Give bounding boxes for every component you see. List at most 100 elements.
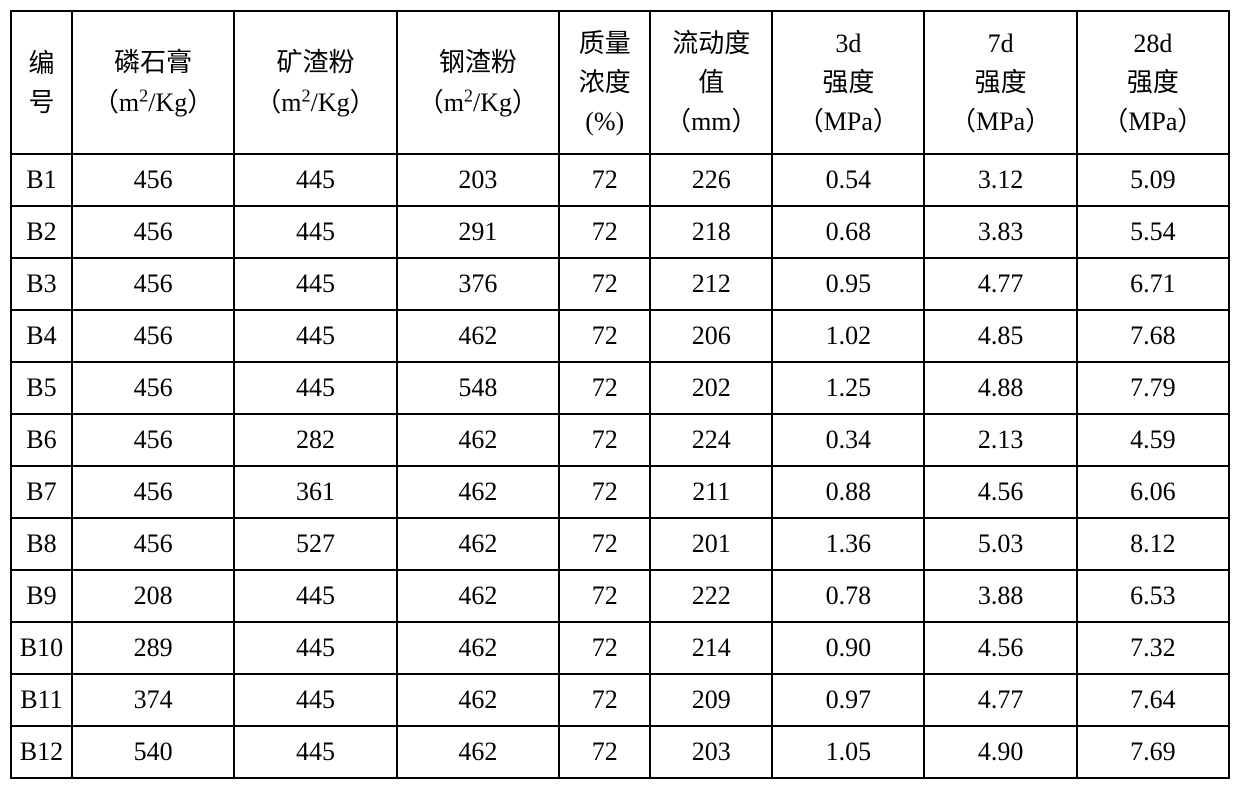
- table-cell: 548: [397, 362, 559, 414]
- table-cell: 456: [72, 310, 234, 362]
- table-cell: 456: [72, 414, 234, 466]
- table-row: B8456527462722011.365.038.12: [11, 518, 1229, 570]
- header-col2-line2: （m2/Kg）: [255, 88, 375, 117]
- header-col4-line1: 质量: [579, 29, 631, 58]
- table-cell: 376: [397, 258, 559, 310]
- header-col4-line3: (%): [585, 107, 624, 136]
- table-cell: B11: [11, 674, 72, 726]
- table-cell: 72: [559, 622, 650, 674]
- table-row: B9208445462722220.783.886.53: [11, 570, 1229, 622]
- table-cell: 445: [234, 674, 396, 726]
- table-cell: 72: [559, 310, 650, 362]
- table-cell: 462: [397, 622, 559, 674]
- table-cell: 5.03: [924, 518, 1076, 570]
- header-col3-line2: （m2/Kg）: [418, 88, 538, 117]
- table-cell: 540: [72, 726, 234, 778]
- header-col5-line2: 值: [698, 68, 724, 97]
- table-cell: 0.54: [772, 154, 924, 206]
- table-cell: 214: [650, 622, 772, 674]
- table-row: B3456445376722120.954.776.71: [11, 258, 1229, 310]
- header-col4-line2: 浓度: [579, 68, 631, 97]
- table-cell: 1.25: [772, 362, 924, 414]
- table-cell: 0.88: [772, 466, 924, 518]
- table-cell: B2: [11, 206, 72, 258]
- table-cell: 5.09: [1077, 154, 1229, 206]
- header-col3: 钢渣粉 （m2/Kg）: [397, 11, 559, 154]
- table-cell: 4.77: [924, 258, 1076, 310]
- table-cell: 72: [559, 258, 650, 310]
- table-cell: 445: [234, 258, 396, 310]
- table-cell: 3.88: [924, 570, 1076, 622]
- table-cell: 456: [72, 362, 234, 414]
- table-cell: B9: [11, 570, 72, 622]
- table-cell: 7.69: [1077, 726, 1229, 778]
- header-id: 编号: [11, 11, 72, 154]
- table-cell: 4.59: [1077, 414, 1229, 466]
- header-col6-line3: （MPa）: [798, 107, 899, 136]
- header-col8-line3: （MPa）: [1102, 107, 1203, 136]
- table-cell: 202: [650, 362, 772, 414]
- table-cell: 0.97: [772, 674, 924, 726]
- table-cell: 8.12: [1077, 518, 1229, 570]
- table-cell: 289: [72, 622, 234, 674]
- header-col1-line1: 磷石膏: [114, 48, 192, 77]
- table-cell: 361: [234, 466, 396, 518]
- table-cell: 291: [397, 206, 559, 258]
- header-col1: 磷石膏 （m2/Kg）: [72, 11, 234, 154]
- table-cell: 4.56: [924, 622, 1076, 674]
- table-cell: 445: [234, 206, 396, 258]
- table-cell: 7.32: [1077, 622, 1229, 674]
- table-cell: 72: [559, 362, 650, 414]
- table-cell: 72: [559, 570, 650, 622]
- header-row: 编号 磷石膏 （m2/Kg） 矿渣粉 （m2/Kg） 钢渣粉 （m2/Kg） 质…: [11, 11, 1229, 154]
- table-cell: 445: [234, 570, 396, 622]
- table-cell: 282: [234, 414, 396, 466]
- table-cell: 7.79: [1077, 362, 1229, 414]
- table-cell: B6: [11, 414, 72, 466]
- table-cell: B10: [11, 622, 72, 674]
- table-cell: 0.34: [772, 414, 924, 466]
- table-cell: 72: [559, 414, 650, 466]
- table-cell: 456: [72, 258, 234, 310]
- table-cell: 208: [72, 570, 234, 622]
- header-col7-line2: 强度: [975, 68, 1027, 97]
- header-col2: 矿渣粉 （m2/Kg）: [234, 11, 396, 154]
- table-cell: 72: [559, 154, 650, 206]
- table-cell: 527: [234, 518, 396, 570]
- table-cell: 0.95: [772, 258, 924, 310]
- table-cell: 218: [650, 206, 772, 258]
- header-col8-line2: 强度: [1127, 68, 1179, 97]
- table-cell: 0.78: [772, 570, 924, 622]
- header-col6-line1: 3d: [835, 29, 861, 58]
- table-cell: 456: [72, 518, 234, 570]
- table-cell: 0.68: [772, 206, 924, 258]
- table-cell: 4.90: [924, 726, 1076, 778]
- table-row: B5456445548722021.254.887.79: [11, 362, 1229, 414]
- table-cell: 222: [650, 570, 772, 622]
- table-cell: 72: [559, 206, 650, 258]
- table-cell: 462: [397, 310, 559, 362]
- table-cell: 6.71: [1077, 258, 1229, 310]
- table-cell: 1.05: [772, 726, 924, 778]
- table-cell: B8: [11, 518, 72, 570]
- table-cell: 4.77: [924, 674, 1076, 726]
- header-col7-line1: 7d: [988, 29, 1014, 58]
- table-cell: 462: [397, 674, 559, 726]
- header-col5-line3: （mm）: [665, 107, 757, 136]
- table-cell: 7.68: [1077, 310, 1229, 362]
- table-cell: 1.02: [772, 310, 924, 362]
- header-col2-line1: 矿渣粉: [276, 48, 354, 77]
- table-row: B10289445462722140.904.567.32: [11, 622, 1229, 674]
- header-col8: 28d 强度 （MPa）: [1077, 11, 1229, 154]
- table-cell: 374: [72, 674, 234, 726]
- table-cell: 1.36: [772, 518, 924, 570]
- header-col5: 流动度 值 （mm）: [650, 11, 772, 154]
- table-cell: 462: [397, 414, 559, 466]
- header-col7: 7d 强度 （MPa）: [924, 11, 1076, 154]
- table-row: B4456445462722061.024.857.68: [11, 310, 1229, 362]
- table-row: B7456361462722110.884.566.06: [11, 466, 1229, 518]
- table-row: B2456445291722180.683.835.54: [11, 206, 1229, 258]
- table-cell: B12: [11, 726, 72, 778]
- table-cell: 0.90: [772, 622, 924, 674]
- header-col5-line1: 流动度: [672, 29, 750, 58]
